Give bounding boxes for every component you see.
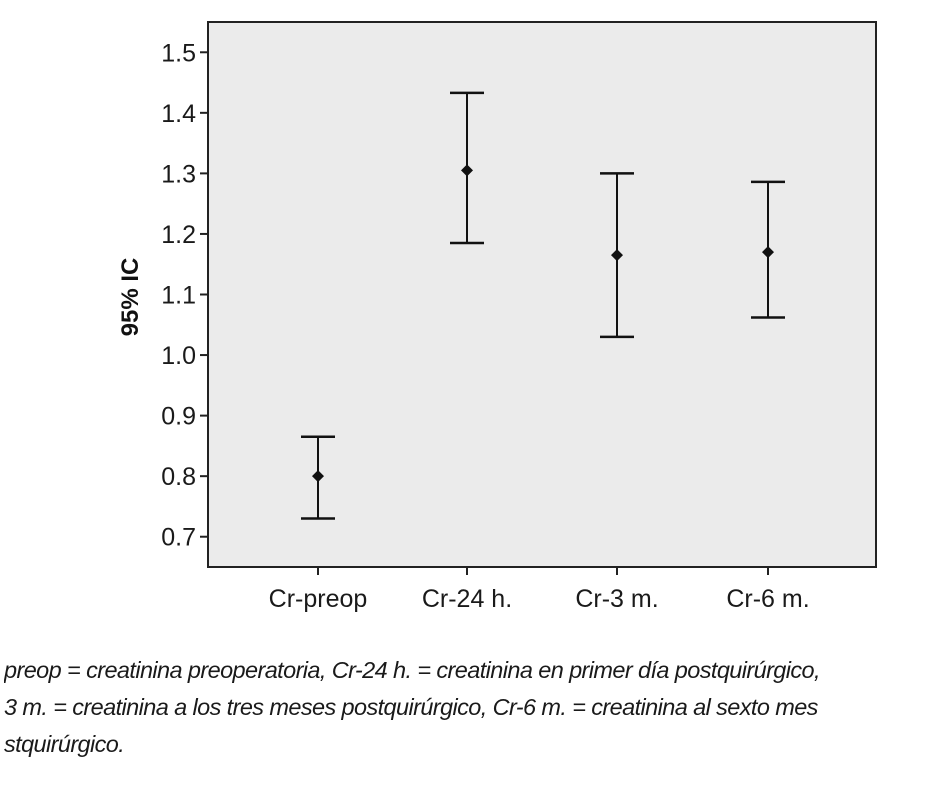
caption-line: stquirúrgico. bbox=[4, 731, 125, 757]
y-tick-label: 1.3 bbox=[161, 160, 196, 188]
x-axis: Cr-preop Cr-24 h. Cr-3 m. Cr-6 m. bbox=[269, 567, 810, 613]
x-tick-label: Cr-6 m. bbox=[726, 585, 809, 613]
error-bar-2 bbox=[450, 91, 484, 245]
error-bar-1 bbox=[301, 435, 335, 520]
y-tick-label: 0.9 bbox=[161, 403, 196, 431]
y-tick-label: 1.4 bbox=[161, 100, 196, 128]
y-axis: 0.7 0.8 0.9 1.0 1.1 1.2 1.3 1.4 1.5 bbox=[161, 39, 208, 552]
error-bar-3 bbox=[600, 172, 634, 339]
x-tick-label: Cr-3 m. bbox=[575, 585, 658, 613]
y-tick-label: 1.2 bbox=[161, 221, 196, 249]
chart: 0.7 0.8 0.9 1.0 1.1 1.2 1.3 1.4 1.5 Cr-preop Cr-2… bbox=[117, 21, 877, 613]
mean-marker bbox=[461, 164, 473, 177]
figure-caption: preop = creatinina preoperatoria, Cr-24 … bbox=[4, 652, 946, 763]
x-tick-label: Cr-preop bbox=[269, 585, 368, 613]
mean-marker bbox=[611, 249, 623, 262]
mean-marker bbox=[312, 470, 324, 483]
error-bars bbox=[301, 91, 785, 520]
caption-line: preop = creatinina preoperatoria, Cr-24 … bbox=[4, 657, 821, 683]
mean-marker bbox=[762, 246, 774, 259]
caption-line: 3 m. = creatinina a los tres meses postq… bbox=[4, 694, 818, 720]
x-tick-label: Cr-24 h. bbox=[422, 585, 512, 613]
y-tick-label: 1.1 bbox=[161, 282, 196, 310]
y-tick-label: 0.7 bbox=[161, 524, 196, 552]
error-bar-4 bbox=[751, 180, 785, 319]
y-tick-label: 1.0 bbox=[161, 342, 196, 370]
plot-area bbox=[207, 21, 877, 568]
y-tick-label: 0.8 bbox=[161, 463, 196, 491]
y-axis-title: 95% IC bbox=[117, 258, 144, 337]
y-tick-label: 1.5 bbox=[161, 39, 196, 67]
